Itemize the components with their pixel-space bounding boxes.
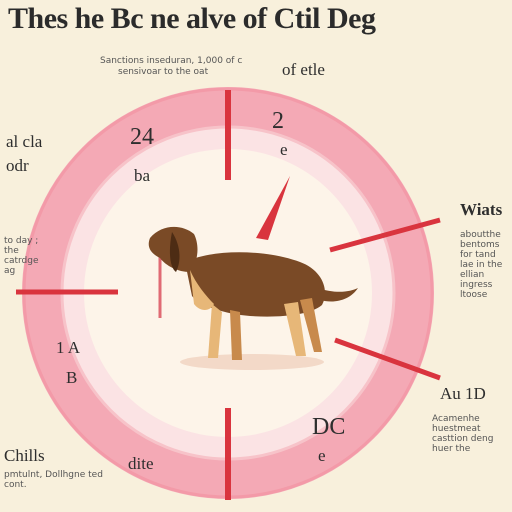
marker-right-lower (334, 337, 441, 381)
right-note: aboutthe bentoms for tand lae in the ell… (460, 230, 503, 300)
top-note-line-1: Sanctions inseduran, 1,000 of c (100, 56, 243, 66)
left-heading-line-1: al cla (6, 132, 43, 151)
needle (256, 176, 290, 240)
bottom-left-note: pmtulnt, Dollhgne ted cont. (4, 470, 103, 490)
top-note-line-2: sensivoar to the oat (118, 67, 209, 77)
dog-shadow (180, 354, 324, 370)
bottom-left-heading: Chills (4, 446, 45, 465)
quadrant-bottom-left-sub: B (66, 368, 78, 387)
quadrant-top-right-sub: e (280, 140, 288, 159)
page-title: Thes he Bc ne alve of Ctil Deg (8, 2, 376, 35)
top-right-heading: of etle (282, 60, 325, 79)
bottom-middle-label: dite (128, 454, 154, 473)
left-heading-line-2: odr (6, 156, 29, 175)
quadrant-top-left-sub: ba (134, 166, 151, 185)
right-bottom-heading: Au 1D (440, 384, 486, 403)
quadrant-bottom-right-value: DC (312, 414, 346, 440)
right-heading: Wiats (460, 200, 503, 219)
left-note: to day ; the catrdge ag (4, 236, 39, 276)
quadrant-top-right-value: 2 (272, 108, 284, 134)
dog-illustration (148, 226, 358, 360)
right-bottom-note: Acamenhe huestmeat casttion deng huer th… (432, 414, 494, 454)
marker-right-upper (329, 217, 441, 253)
quadrant-top-left-value: 24 (130, 124, 154, 150)
quadrant-bottom-left-value: 1 A (56, 338, 81, 357)
quadrant-bottom-right-sub: e (318, 446, 326, 465)
